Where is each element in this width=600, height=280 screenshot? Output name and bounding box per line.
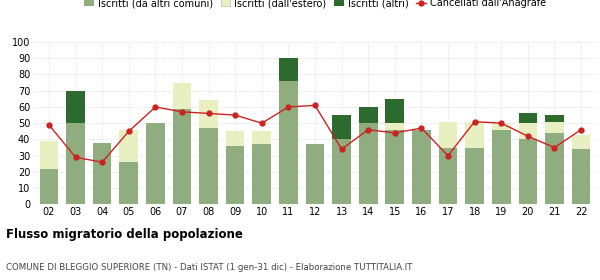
Bar <box>199 128 218 204</box>
Bar <box>66 91 85 123</box>
Bar <box>146 123 164 204</box>
Bar <box>439 122 457 148</box>
Bar <box>279 58 298 81</box>
Bar <box>199 101 218 128</box>
Bar <box>40 141 58 169</box>
Bar <box>173 83 191 109</box>
Bar <box>226 131 245 146</box>
Bar <box>518 123 537 139</box>
Bar <box>119 162 138 204</box>
Bar <box>492 130 511 204</box>
Bar <box>439 148 457 204</box>
Text: COMUNE DI BLEGGIO SUPERIORE (TN) - Dati ISTAT (1 gen-31 dic) - Elaborazione TUTT: COMUNE DI BLEGGIO SUPERIORE (TN) - Dati … <box>6 263 412 272</box>
Bar <box>385 130 404 204</box>
Bar <box>545 133 564 204</box>
Bar <box>466 148 484 204</box>
Bar <box>518 139 537 204</box>
Bar <box>385 123 404 130</box>
Bar <box>545 122 564 133</box>
Bar <box>545 115 564 122</box>
Bar <box>385 99 404 123</box>
Bar <box>93 143 112 204</box>
Bar <box>332 139 351 204</box>
Bar <box>253 131 271 144</box>
Legend: Iscritti (da altri comuni), Iscritti (dall'estero), Iscritti (altri), Cancellati: Iscritti (da altri comuni), Iscritti (da… <box>84 0 546 8</box>
Bar <box>173 109 191 204</box>
Bar <box>253 144 271 204</box>
Bar <box>40 169 58 204</box>
Bar <box>332 115 351 139</box>
Bar <box>572 149 590 204</box>
Bar <box>359 107 377 123</box>
Bar <box>226 146 245 204</box>
Bar <box>412 130 431 204</box>
Bar <box>119 130 138 162</box>
Bar <box>572 135 590 149</box>
Bar <box>66 123 85 204</box>
Bar <box>279 81 298 204</box>
Bar <box>359 123 377 204</box>
Bar <box>466 122 484 148</box>
Text: Flusso migratorio della popolazione: Flusso migratorio della popolazione <box>6 228 243 241</box>
Bar <box>305 144 325 204</box>
Bar <box>518 113 537 123</box>
Bar <box>492 123 511 130</box>
